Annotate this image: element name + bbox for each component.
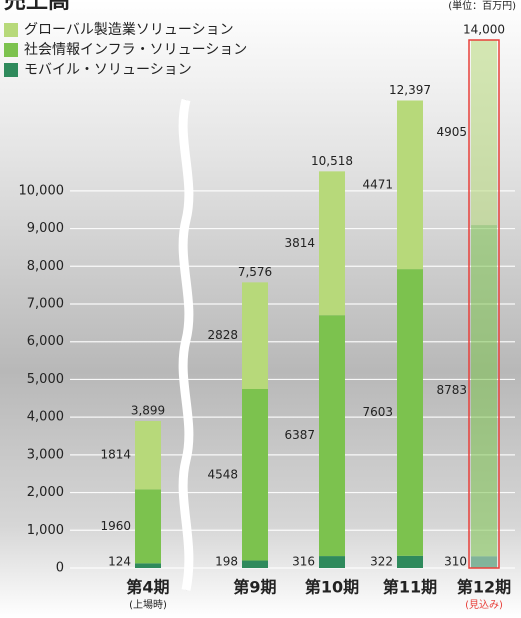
bar-segment	[242, 389, 268, 561]
legend-label: 社会情報インフラ・ソリューション	[24, 42, 247, 58]
bar-segment	[471, 556, 497, 568]
y-tick-label: 1,000	[27, 523, 64, 538]
value-label: 8783	[436, 383, 467, 397]
bar-segment	[471, 40, 497, 225]
legend-label: グローバル製造業ソリューション	[24, 22, 234, 38]
value-label: 4905	[436, 125, 467, 139]
unit-label: (単位：百万円)	[448, 0, 516, 12]
value-label: 316	[292, 555, 315, 569]
y-tick-label: 4,000	[27, 410, 64, 425]
value-label: 124	[108, 555, 131, 569]
bar-segment	[319, 171, 345, 315]
y-tick-label: 7,000	[27, 297, 64, 312]
total-label: 12,397	[389, 83, 431, 97]
value-label: 4471	[362, 177, 393, 191]
total-label: 3,899	[131, 403, 165, 417]
bar-segment	[242, 561, 268, 568]
bar-segment	[242, 282, 268, 389]
value-label: 6387	[284, 428, 315, 442]
category-note: (見込み)	[465, 599, 503, 611]
y-tick-label: 2,000	[27, 485, 64, 500]
bar-segment	[397, 100, 423, 269]
bar-segment	[471, 225, 497, 556]
total-label: 10,518	[311, 154, 353, 168]
legend-swatch	[4, 23, 18, 37]
value-label: 310	[444, 555, 467, 569]
bar-segment	[135, 489, 161, 563]
y-tick-label: 9,000	[27, 221, 64, 236]
y-tick-label: 6,000	[27, 334, 64, 349]
chart: 売上高 (単位：百万円) 0 1,000 2,000 3,000 4,000 5,000 6…	[0, 0, 521, 618]
category-note: (上場時)	[129, 598, 167, 611]
value-label: 1814	[100, 448, 131, 462]
value-label: 198	[215, 555, 238, 569]
bar-segment	[397, 556, 423, 568]
x-tick-label: 第4期	[126, 578, 169, 597]
x-tick-label: 第11期	[383, 578, 437, 597]
legend-swatch	[4, 63, 18, 77]
bar-segment	[135, 563, 161, 568]
bar-segment	[319, 315, 345, 556]
x-tick-label: 第9期	[233, 578, 276, 597]
y-tick-label: 0	[56, 561, 64, 576]
x-tick-label: 第12期	[457, 578, 511, 597]
total-label: 7,576	[238, 265, 272, 279]
value-label: 3814	[284, 236, 315, 250]
legend-label: モバイル・ソリューション	[24, 62, 192, 78]
x-tick-label: 第10期	[305, 578, 359, 597]
bar-segment	[319, 556, 345, 568]
axis-break	[183, 100, 189, 590]
value-label: 1960	[100, 519, 131, 533]
y-tick-label: 5,000	[27, 372, 64, 387]
bar-segment	[135, 421, 161, 489]
value-label: 2828	[207, 328, 238, 342]
y-tick-label: 10,000	[19, 183, 65, 198]
value-label: 4548	[207, 467, 238, 481]
chart-title: 売上高	[4, 0, 70, 14]
y-tick-label: 8,000	[27, 259, 64, 274]
y-tick-label: 3,000	[27, 447, 64, 462]
total-label: 14,000	[463, 23, 505, 37]
legend-swatch	[4, 43, 18, 57]
value-label: 7603	[362, 405, 393, 419]
value-label: 322	[370, 555, 393, 569]
bar-segment	[397, 269, 423, 556]
